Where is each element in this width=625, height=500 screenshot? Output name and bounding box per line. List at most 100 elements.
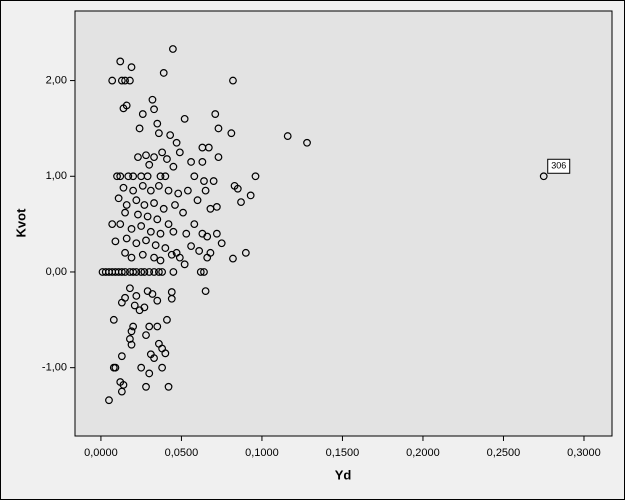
point	[166, 131, 175, 140]
point	[132, 268, 141, 276]
point	[121, 76, 129, 85]
point	[129, 172, 138, 181]
point	[201, 287, 210, 296]
point	[153, 296, 162, 305]
point	[196, 268, 205, 276]
point	[143, 212, 152, 221]
point	[167, 294, 176, 303]
point	[180, 114, 189, 123]
point	[161, 244, 170, 252]
point	[164, 186, 173, 195]
point	[117, 352, 126, 361]
point	[132, 196, 141, 205]
point	[134, 153, 142, 162]
point	[198, 158, 207, 166]
point	[148, 290, 157, 298]
point	[539, 172, 548, 181]
point	[142, 382, 150, 391]
point	[154, 129, 163, 138]
point	[229, 254, 237, 263]
point	[126, 76, 134, 85]
point	[156, 256, 165, 265]
point	[237, 198, 245, 207]
point	[283, 132, 292, 140]
point	[146, 350, 155, 359]
point	[158, 268, 167, 276]
point	[159, 69, 168, 77]
point	[116, 172, 125, 181]
point	[138, 181, 147, 190]
point	[175, 253, 184, 262]
point	[142, 151, 150, 160]
point	[138, 110, 147, 118]
point	[167, 250, 176, 259]
point	[126, 284, 134, 293]
point	[137, 268, 146, 276]
plot-area	[74, 10, 613, 437]
point	[206, 204, 215, 213]
x-tick-label: 0,2000	[406, 447, 440, 459]
point	[108, 76, 117, 85]
point	[217, 239, 226, 248]
point	[130, 301, 139, 310]
point	[145, 322, 154, 331]
point	[203, 253, 212, 262]
point	[113, 172, 121, 181]
point	[151, 241, 160, 250]
y-tick-label: 0,00	[46, 266, 67, 278]
point	[154, 268, 163, 276]
point	[214, 153, 223, 162]
point	[195, 247, 204, 255]
point	[105, 396, 113, 405]
point	[119, 104, 128, 113]
annotation-box	[547, 158, 571, 174]
point	[129, 322, 138, 331]
point	[169, 268, 178, 276]
point	[150, 105, 158, 114]
point	[150, 199, 158, 207]
point	[117, 268, 126, 276]
y-axis-title: Kvot	[13, 208, 28, 238]
point	[229, 76, 237, 85]
point	[174, 189, 183, 198]
point	[114, 194, 123, 203]
point	[122, 201, 131, 209]
point	[137, 222, 146, 230]
point	[142, 236, 150, 245]
point	[138, 250, 147, 259]
point	[200, 177, 208, 185]
point	[135, 124, 144, 133]
point	[127, 340, 136, 349]
point	[190, 220, 199, 229]
point	[150, 268, 158, 276]
point	[148, 95, 157, 104]
point	[164, 220, 173, 229]
point	[117, 387, 126, 396]
point	[134, 210, 142, 219]
point	[137, 363, 146, 372]
point	[161, 172, 170, 181]
point	[163, 315, 171, 324]
point	[156, 229, 165, 238]
x-tick-label: 0,2500	[487, 447, 521, 459]
point	[168, 45, 177, 53]
point	[140, 303, 149, 312]
point	[180, 260, 189, 269]
point	[129, 268, 138, 276]
point	[182, 229, 191, 238]
point	[153, 119, 162, 128]
point	[140, 201, 149, 209]
point	[187, 242, 195, 251]
x-tick-label: 0,3000	[567, 447, 601, 459]
point	[153, 215, 162, 224]
point	[121, 268, 129, 276]
point	[214, 124, 223, 133]
point	[132, 239, 141, 248]
y-tick-label: 1,00	[46, 170, 67, 182]
point	[150, 153, 158, 162]
point	[169, 162, 178, 171]
point	[117, 298, 126, 307]
point	[140, 268, 149, 276]
